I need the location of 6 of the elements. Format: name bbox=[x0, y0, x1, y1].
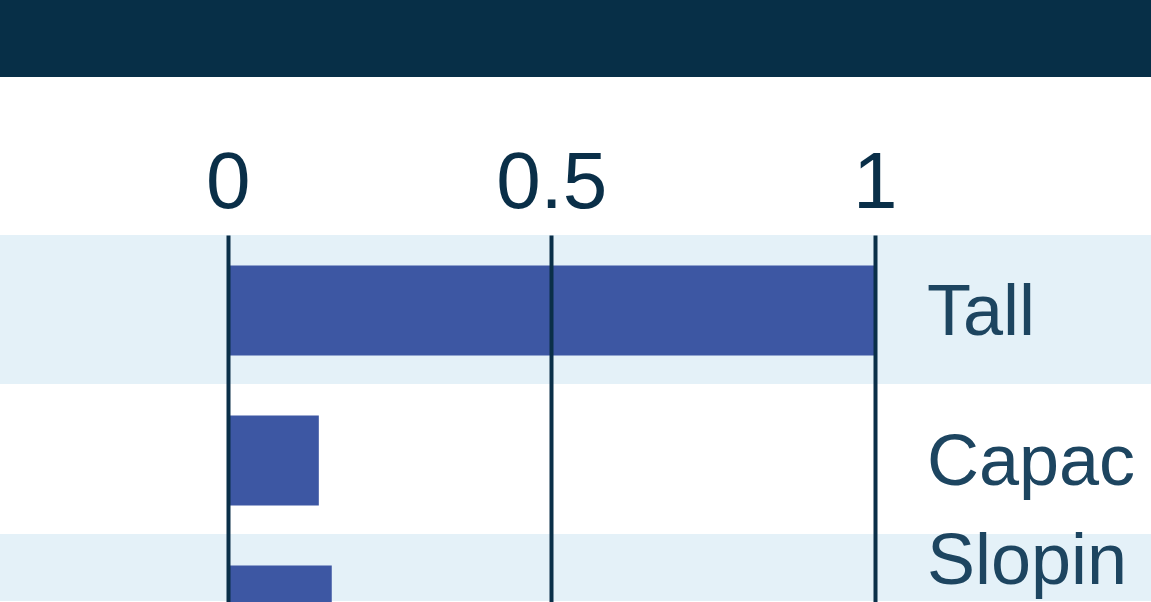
y-tick-label: Slopin bbox=[926, 519, 1128, 600]
x-tick-label: 1 bbox=[852, 135, 898, 225]
y-tick-label: Capac bbox=[926, 420, 1136, 501]
y-tick-label: Tall bbox=[926, 270, 1036, 351]
x-tick-label: 0 bbox=[206, 135, 251, 225]
x-tick-label: 0.5 bbox=[496, 135, 608, 225]
